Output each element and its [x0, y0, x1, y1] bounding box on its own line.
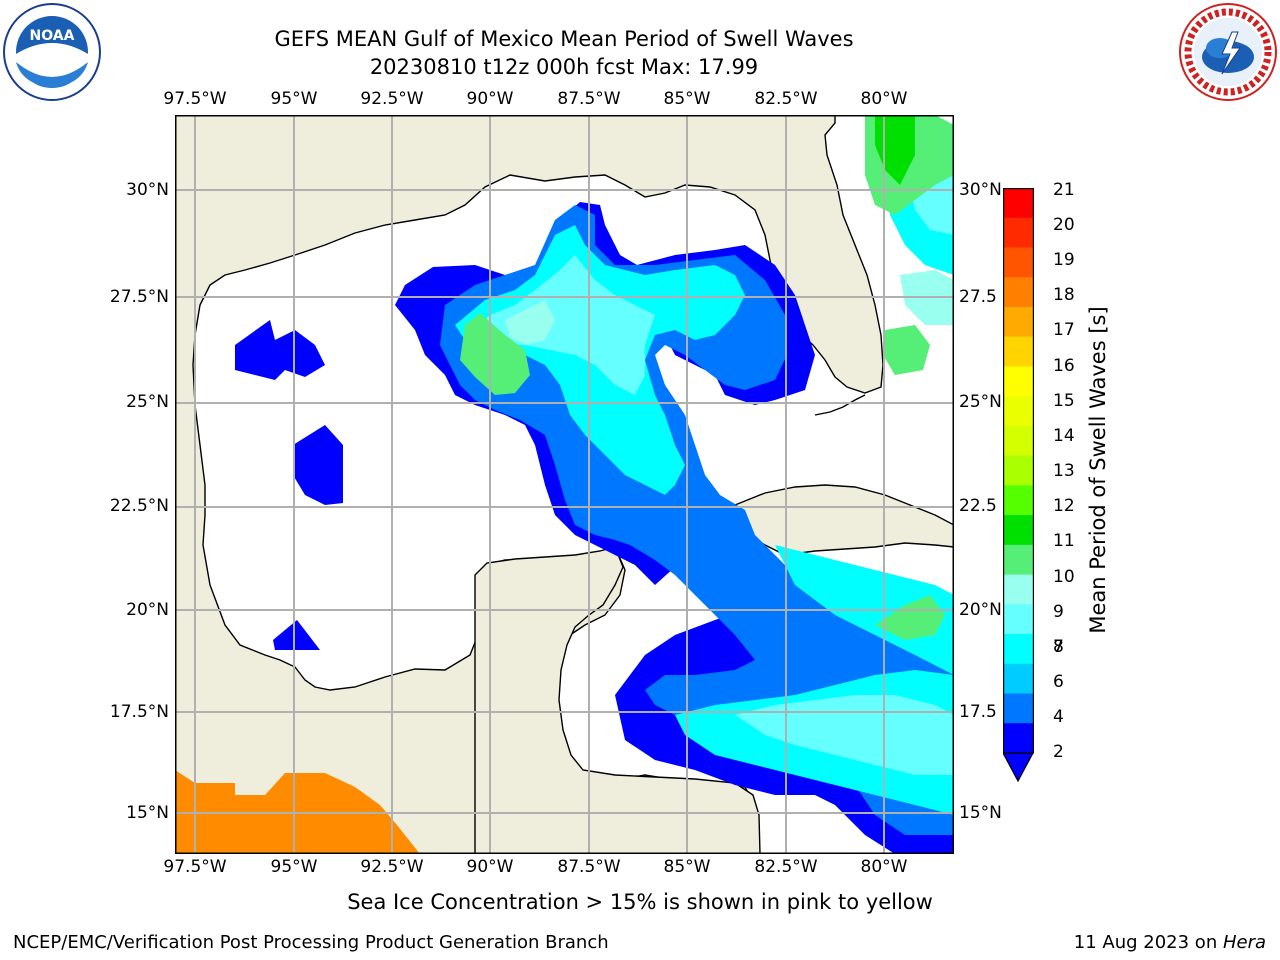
colorbar-cell [1003, 455, 1033, 486]
lon-tick: 92.5°W [360, 857, 424, 877]
lon-tick: 82.5°W [754, 857, 818, 877]
lat-tick: 15°N [959, 803, 1002, 823]
lon-tick: 92.5°W [360, 89, 424, 109]
colorbar-cell [1003, 188, 1033, 219]
colorbar-tick: 9 [1053, 602, 1064, 622]
lat-tick: 30°N [126, 180, 169, 200]
florida-keys [814, 394, 866, 416]
map-frame [175, 115, 954, 854]
colorbar-tick: 2 [1053, 742, 1064, 762]
lon-tick: 90°W [466, 89, 514, 109]
lat-tick: 20°N [959, 600, 1002, 620]
colorbar-cell [1003, 396, 1033, 427]
footer-machine: Hera [1222, 932, 1266, 953]
colorbar-cell [1003, 515, 1033, 546]
colorbar-cell [1003, 634, 1033, 665]
lon-tick: 95°W [270, 89, 318, 109]
colorbar-cell [1003, 336, 1033, 367]
colorbar-tick: 10 [1053, 567, 1075, 587]
gulf-of-mexico-map [174, 114, 955, 855]
colorbar-cell [1003, 485, 1033, 516]
colorbar-cell [1003, 366, 1033, 397]
colorbar-tick: 13 [1053, 461, 1075, 481]
lat-tick: 22.5°N [109, 496, 169, 516]
ice-note: Sea Ice Concentration > 15% is shown in … [347, 890, 933, 914]
colorbar-tick: 14 [1053, 426, 1075, 446]
swell-contours [235, 115, 954, 854]
colorbar [1001, 188, 1043, 783]
colorbar-cell [1003, 425, 1033, 457]
colorbar-extend-arrow [1001, 752, 1035, 783]
colorbar-tick: 7 [1053, 637, 1064, 657]
lon-tick: 85°W [663, 89, 711, 109]
lat-tick: 20°N [126, 600, 169, 620]
colorbar-cell [1003, 217, 1033, 248]
colorbar-tick: 17 [1053, 320, 1075, 340]
colorbar-tick: 15 [1053, 391, 1075, 411]
colorbar-cell [1003, 574, 1033, 605]
map-svg [174, 114, 955, 855]
lat-tick: 27.5 [959, 287, 997, 307]
colorbar-cell [1003, 247, 1033, 278]
colorbar-label-text: Mean Period of Swell Waves [s] [1086, 306, 1110, 634]
colorbar-tick: 11 [1053, 531, 1075, 551]
colorbar-cell [1003, 723, 1033, 754]
colorbar-cell [1003, 693, 1033, 724]
nws-logo [1178, 2, 1278, 102]
noaa-logo-text: NOAA [30, 28, 75, 44]
footer-date-text: 11 Aug 2023 on [1073, 932, 1223, 953]
colorbar-tick: 16 [1053, 356, 1075, 376]
colorbar-cell [1003, 277, 1033, 308]
colorbar-tick: 4 [1053, 707, 1064, 727]
lon-tick: 90°W [466, 857, 514, 877]
colorbar-cell [1003, 663, 1033, 695]
lon-tick: 80°W [860, 857, 908, 877]
colorbar-svg [1001, 188, 1035, 783]
footer-date: 11 Aug 2023 on Hera [1074, 932, 1266, 953]
colorbar-tick: 6 [1053, 672, 1064, 692]
lon-tick: 97.5°W [163, 857, 227, 877]
noaa-logo: NOAA [2, 2, 102, 102]
lon-tick: 82.5°W [754, 89, 818, 109]
lon-tick: 87.5°W [557, 857, 621, 877]
lon-tick: 87.5°W [557, 89, 621, 109]
colorbar-frame [1003, 188, 1034, 754]
lon-tick: 80°W [860, 89, 908, 109]
colorbar-tick: 21 [1053, 180, 1075, 200]
colorbar-tick: 19 [1053, 250, 1075, 270]
lat-tick: 27.5°N [109, 287, 169, 307]
lat-tick: 22.5 [959, 496, 997, 516]
footer-credit: NCEP/EMC/Verification Post Processing Pr… [13, 932, 609, 953]
lat-tick: 17.5°N [109, 702, 169, 722]
colorbar-cell [1003, 544, 1033, 576]
lon-tick: 95°W [270, 857, 318, 877]
colorbar-tick: 18 [1053, 285, 1075, 305]
colorbar-tick: 8 [1053, 637, 1064, 657]
land-yucatan [474, 546, 761, 855]
lat-tick: 15°N [126, 803, 169, 823]
chart-subtitle: 20230810 t12z 000h fcst Max: 17.99 [369, 55, 759, 79]
lat-tick: 25°N [126, 392, 169, 412]
colorbar-tick: 12 [1053, 496, 1075, 516]
lon-tick: 97.5°W [163, 89, 227, 109]
colorbar-tick: 20 [1053, 215, 1075, 235]
lon-tick: 85°W [663, 857, 711, 877]
lat-tick: 25°N [959, 392, 1002, 412]
graticule [175, 115, 954, 854]
lat-tick: 30°N [959, 180, 1002, 200]
colorbar-cell [1003, 306, 1033, 338]
lat-tick: 17.5 [959, 702, 997, 722]
chart-title: GEFS MEAN Gulf of Mexico Mean Period of … [274, 27, 854, 51]
colorbar-cell [1003, 604, 1033, 635]
